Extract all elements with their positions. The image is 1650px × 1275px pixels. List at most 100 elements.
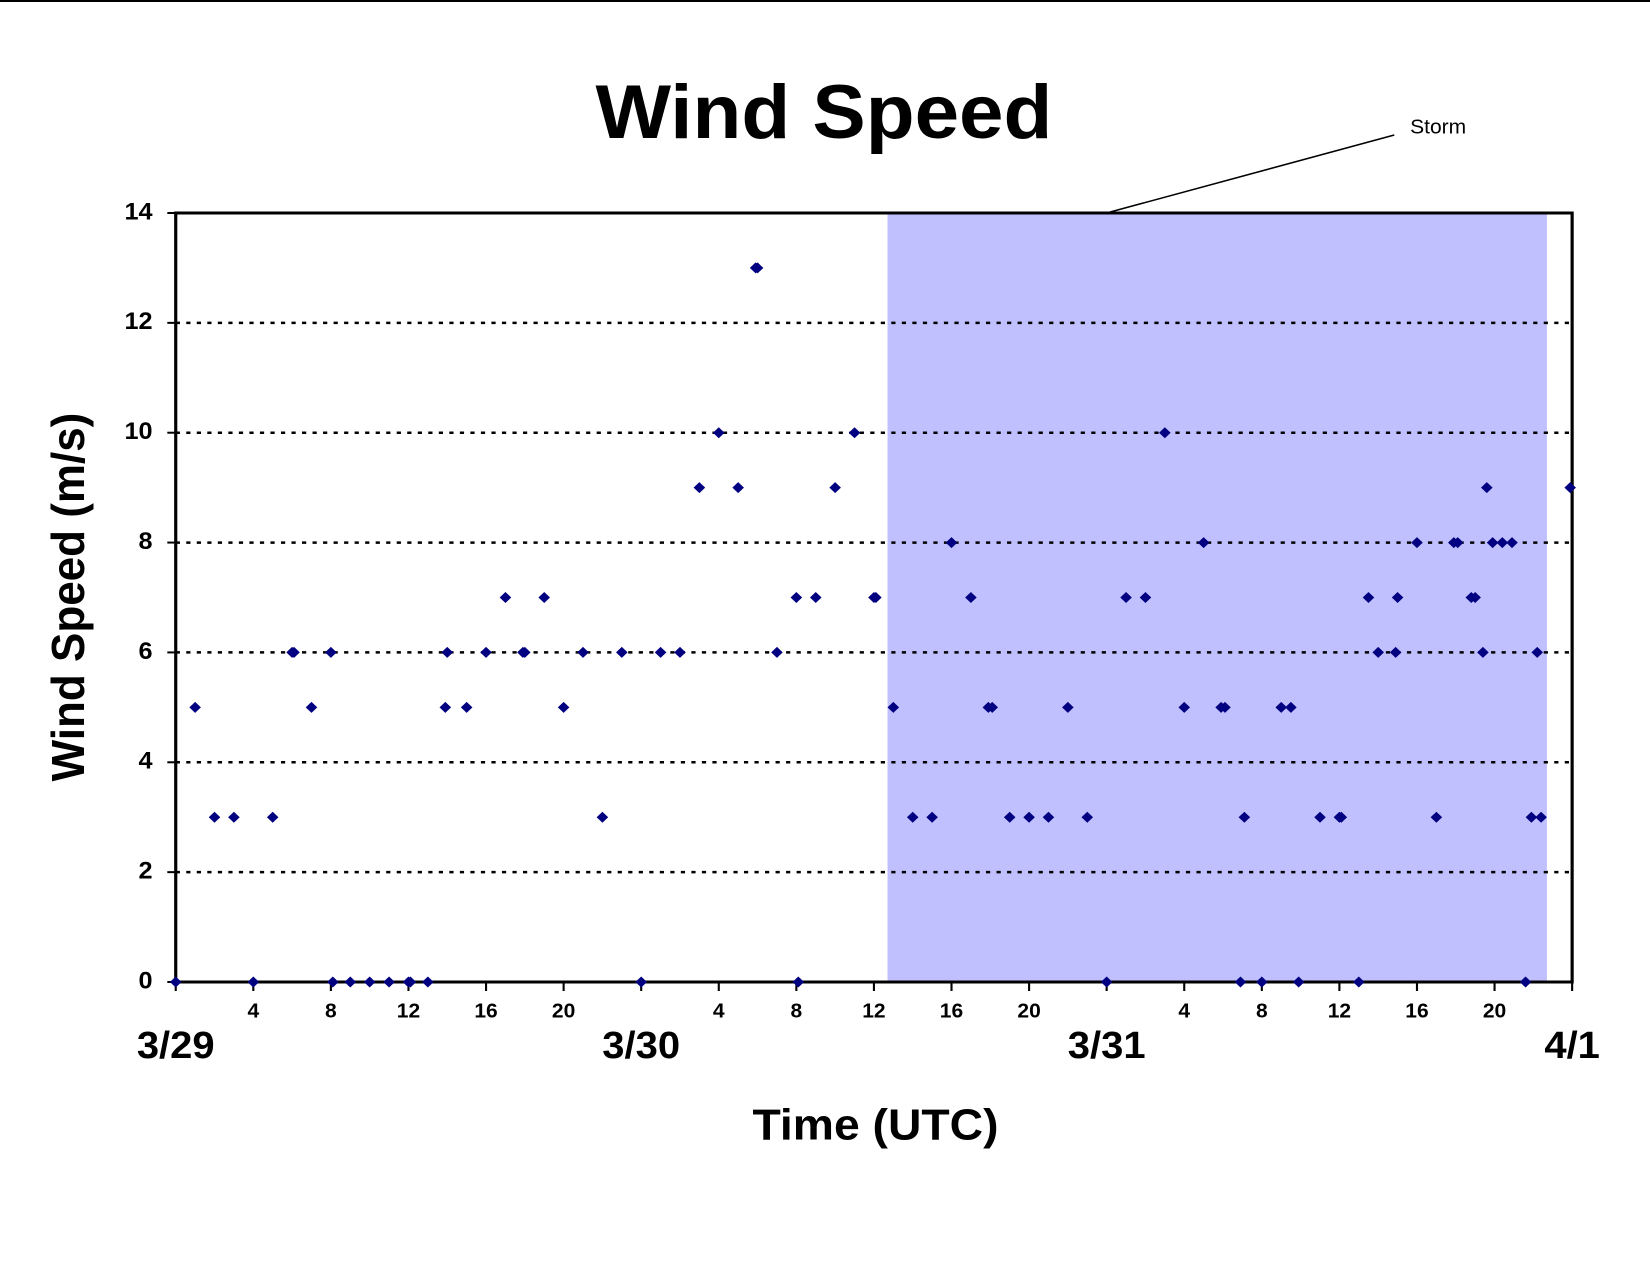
data-point	[616, 646, 628, 658]
data-point	[1391, 592, 1404, 603]
x-tick-label: 12	[862, 1000, 885, 1022]
data-point	[1042, 811, 1055, 823]
x-tick-label: 4	[1178, 1000, 1190, 1022]
data-point	[1256, 976, 1268, 988]
data-point	[1234, 976, 1247, 988]
data-point	[1197, 537, 1210, 549]
y-tick-label: 12	[125, 309, 153, 335]
data-point	[1564, 482, 1576, 494]
data-point	[887, 701, 900, 713]
data-point	[654, 646, 667, 658]
data-point	[1353, 976, 1365, 988]
data-point	[228, 811, 240, 823]
data-point	[1292, 976, 1305, 988]
data-point	[596, 811, 609, 823]
y-tick-label: 6	[139, 638, 153, 664]
day-label: 4/1	[1544, 1025, 1600, 1067]
data-point	[1159, 427, 1171, 439]
data-point	[1372, 646, 1384, 658]
data-point	[1535, 811, 1547, 823]
data-point	[344, 976, 357, 988]
data-point	[848, 427, 861, 439]
data-point	[499, 592, 512, 603]
data-point	[790, 592, 803, 603]
data-point	[732, 482, 744, 494]
data-point	[1081, 811, 1094, 823]
data-point	[363, 976, 376, 988]
data-point	[404, 976, 417, 988]
data-point	[635, 976, 647, 988]
x-tick-label: 12	[397, 1000, 420, 1022]
data-point	[441, 646, 454, 658]
data-point	[674, 646, 686, 658]
data-point	[870, 592, 882, 603]
data-point	[945, 537, 958, 549]
data-point	[829, 482, 841, 494]
data-point	[480, 646, 492, 658]
annotation: Storm	[1410, 116, 1466, 138]
storm-region	[887, 213, 1547, 982]
data-point	[1219, 701, 1231, 713]
day-label: 3/29	[137, 1025, 215, 1067]
day-label: 3/30	[602, 1025, 680, 1067]
data-point	[1525, 811, 1538, 823]
data-point	[1314, 811, 1326, 823]
x-tick-label: 16	[474, 1000, 497, 1022]
data-point	[1238, 811, 1251, 823]
data-point	[712, 427, 725, 439]
x-tick-label: 4	[713, 1000, 725, 1022]
data-point	[1519, 976, 1532, 988]
y-tick-label: 4	[139, 748, 153, 774]
x-tick-label: 16	[1405, 1000, 1428, 1022]
data-point	[1477, 646, 1489, 658]
data-point	[693, 482, 706, 494]
data-point	[266, 811, 279, 823]
data-point	[1120, 592, 1132, 603]
data-point	[538, 592, 551, 603]
y-axis-title: Wind Speed (m/s)	[42, 413, 94, 782]
data-point	[169, 976, 182, 988]
data-point	[247, 976, 260, 988]
annotation-leader	[1109, 134, 1395, 213]
x-tick-label: 8	[325, 1000, 337, 1022]
data-point	[1275, 701, 1288, 713]
x-tick-label: 16	[940, 1000, 963, 1022]
data-point	[1506, 537, 1518, 549]
data-point	[519, 646, 531, 658]
y-tick-label: 2	[139, 858, 153, 884]
data-point	[792, 976, 805, 988]
plot-frame	[174, 211, 1574, 984]
data-point	[577, 646, 589, 658]
data-point	[305, 701, 318, 713]
chart-title: Wind Speed	[596, 69, 1053, 155]
data-point	[383, 976, 395, 988]
data-point	[1362, 592, 1375, 603]
data-point	[1178, 701, 1191, 713]
data-point	[1139, 592, 1152, 603]
y-tick-label: 0	[139, 968, 153, 994]
x-tick-label: 20	[1017, 1000, 1040, 1022]
data-point	[1430, 811, 1443, 823]
x-tick-label: 20	[552, 1000, 575, 1022]
day-label: 3/31	[1068, 1025, 1146, 1067]
data-point	[1062, 701, 1074, 713]
x-tick-label: 12	[1328, 1000, 1351, 1022]
data-point	[189, 701, 201, 713]
data-point	[1411, 537, 1423, 549]
data-point	[751, 262, 764, 274]
y-tick-label: 14	[125, 199, 153, 225]
data-point	[1100, 976, 1113, 988]
data-point	[327, 976, 339, 988]
data-point	[325, 646, 337, 658]
x-axis-title: Time (UTC)	[752, 1100, 998, 1150]
data-point	[1335, 811, 1348, 823]
data-point	[1486, 537, 1499, 549]
y-tick-label: 10	[125, 419, 153, 445]
data-point	[1469, 592, 1481, 603]
data-point	[771, 646, 783, 658]
data-point	[809, 592, 822, 603]
data-point	[986, 701, 999, 713]
data-point	[1451, 537, 1464, 549]
data-point	[1496, 537, 1509, 549]
